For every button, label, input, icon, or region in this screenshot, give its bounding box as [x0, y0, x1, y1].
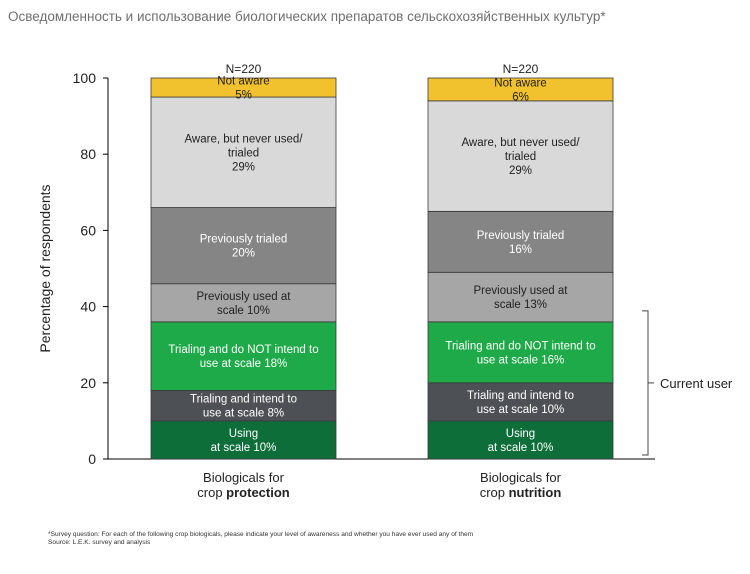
bar-segment-trialing-not-intend — [427, 321, 614, 384]
bar-segment-label: 29% — [509, 165, 532, 177]
current-user-label: Current user — [660, 376, 733, 391]
y-axis-label: Percentage of respondents — [37, 184, 53, 352]
bar-segment-label: Previously used at — [197, 291, 292, 303]
bar-segment-label: 20% — [232, 248, 255, 260]
bar-segment-aware-never-used — [427, 100, 614, 212]
bar-segment-label: Trialing and intend to — [467, 390, 574, 402]
y-tick-label: 0 — [88, 451, 96, 467]
bar-segment-label: 29% — [232, 161, 255, 173]
bar-segment-label: trialed — [228, 147, 259, 159]
current-user-bracket — [642, 310, 649, 456]
bar-segment-label: Aware, but never used/ — [461, 137, 580, 149]
bar-segment-label: Previously trialed — [477, 230, 565, 242]
bar-segment-label: use at scale 10% — [477, 404, 565, 416]
category-label-bold: nutrition — [509, 485, 562, 500]
bar-segment-label: 5% — [235, 90, 252, 102]
bar-segment-label: Trialing and do NOT intend to — [168, 344, 318, 356]
bar-segment-label: 16% — [509, 244, 532, 256]
category-label-line1: Biologicals for — [480, 470, 562, 485]
bar-segment-previously-used — [427, 271, 614, 323]
bar-segment-previously-trialed — [150, 207, 337, 285]
category-label-prefix: crop — [197, 485, 226, 500]
bar-segment-label: Aware, but never used/ — [184, 133, 303, 145]
bar-segment-label: use at scale 18% — [200, 358, 288, 370]
bar-segment-label: Trialing and do NOT intend to — [445, 340, 595, 352]
bar-segment-label: Previously used at — [474, 285, 569, 297]
bar-segment-label: Not aware — [494, 77, 546, 89]
bar-segment-label: Trialing and intend to — [190, 394, 297, 406]
footnote: *Survey question: For each of the follow… — [48, 531, 473, 547]
bar-segment-previously-used — [150, 283, 337, 323]
bar-segment-using — [427, 420, 614, 460]
survey-question-note: *Survey question: For each of the follow… — [48, 531, 474, 538]
category-label-prefix: crop — [480, 485, 509, 500]
bar-segment-label: 6% — [512, 91, 529, 103]
y-tick-label: 60 — [80, 222, 96, 238]
bar-segment-trialing-intend — [150, 390, 337, 422]
bar-segment-label: Previously trialed — [200, 234, 288, 246]
bar-segment-label: use at scale 16% — [477, 354, 565, 366]
bar-segment-previously-trialed — [427, 210, 614, 273]
category-label-bold: protection — [226, 485, 290, 500]
y-tick-label: 100 — [73, 70, 97, 86]
bar-segment-label: at scale 10% — [211, 442, 277, 454]
n-label: N=220 — [226, 62, 262, 76]
bar-segment-label: Using — [506, 428, 535, 440]
n-label: N=220 — [503, 62, 539, 76]
bar-segment-trialing-not-intend — [150, 321, 337, 391]
bar-segment-label: Using — [229, 428, 258, 440]
bar-segment-label: scale 13% — [494, 299, 547, 311]
bar-segment-aware-never-used — [150, 96, 337, 208]
category-label-line1: Biologicals for — [203, 470, 285, 485]
source-note: Source: L.E.K. survey and analysis — [48, 539, 151, 546]
y-tick-label: 20 — [80, 375, 96, 391]
bar-segment-label: trialed — [505, 151, 536, 163]
bar-segment-not-aware — [150, 77, 337, 98]
bar-segment-label: Not aware — [217, 76, 269, 88]
category-label-line2: crop nutrition — [480, 485, 562, 500]
y-tick-label: 80 — [80, 146, 96, 162]
bar-segment-label: use at scale 8% — [203, 408, 284, 420]
bar-segment-label: scale 10% — [217, 305, 270, 317]
bar-segment-label: at scale 10% — [488, 442, 554, 454]
page-title: Осведомленность и использование биологич… — [8, 9, 606, 24]
bar-segment-not-aware — [427, 77, 614, 102]
y-tick-label: 40 — [80, 299, 96, 315]
category-label-line2: crop protection — [197, 485, 290, 500]
